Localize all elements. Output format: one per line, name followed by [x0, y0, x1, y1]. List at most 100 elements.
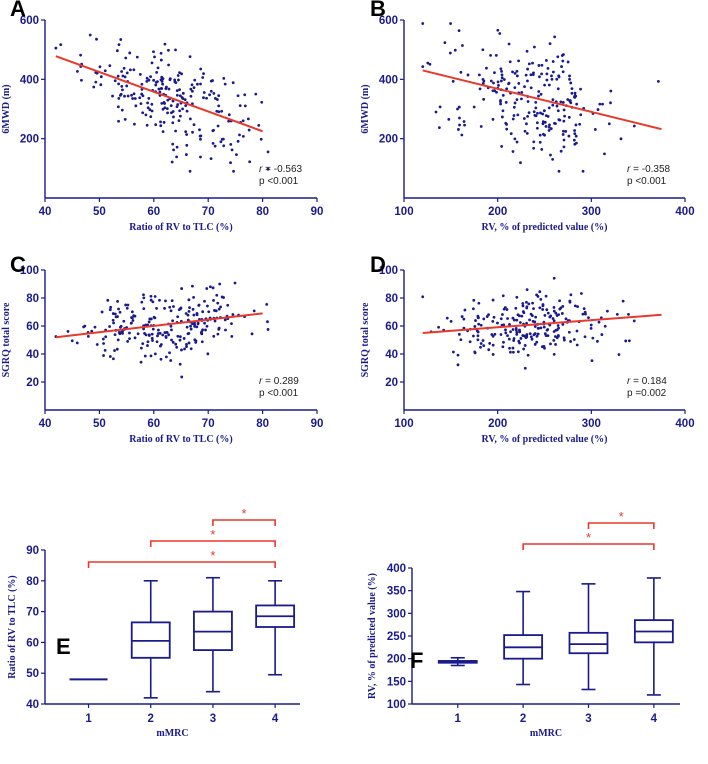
data-point: [532, 140, 536, 144]
data-point: [235, 153, 238, 157]
data-point: [94, 80, 98, 84]
data-point: [554, 311, 558, 315]
data-point: [157, 87, 161, 91]
data-point: [130, 310, 134, 314]
data-point: [499, 102, 503, 106]
data-point: [76, 69, 79, 73]
data-point: [259, 137, 263, 141]
data-point: [163, 306, 166, 310]
significance-star: *: [210, 548, 215, 563]
data-point: [80, 78, 83, 82]
data-point: [88, 33, 92, 37]
data-point: [535, 121, 539, 125]
data-point: [573, 94, 577, 98]
data-point: [147, 78, 151, 82]
data-point: [150, 61, 154, 65]
data-point: [171, 121, 175, 125]
data-point: [527, 62, 531, 66]
data-point: [552, 306, 556, 309]
data-point: [502, 78, 506, 81]
data-point: [185, 133, 188, 136]
data-point: [601, 102, 604, 106]
data-point: [220, 137, 224, 141]
data-point: [170, 328, 173, 332]
data-point: [145, 76, 149, 80]
data-point: [590, 359, 594, 363]
data-point: [191, 130, 194, 134]
data-point: [451, 79, 455, 83]
data-point: [559, 306, 563, 310]
data-point: [116, 338, 120, 342]
y-tick-label: 200: [20, 134, 39, 146]
data-point: [175, 93, 179, 97]
data-point: [146, 106, 150, 110]
data-point: [195, 82, 199, 86]
x-tick-label: 70: [202, 418, 215, 430]
data-point: [146, 340, 150, 344]
data-point: [528, 318, 532, 322]
y-tick-label: 400: [379, 74, 398, 86]
data-point: [178, 109, 182, 113]
data-point: [171, 142, 175, 146]
data-point: [190, 322, 194, 326]
data-point: [201, 328, 205, 332]
box-3: [193, 576, 233, 693]
data-point: [233, 281, 237, 285]
data-point: [121, 331, 124, 335]
data-point: [493, 332, 497, 336]
data-point: [120, 84, 124, 88]
data-point: [543, 313, 547, 317]
data-point: [573, 129, 576, 132]
data-point: [190, 89, 194, 93]
data-point: [517, 339, 521, 343]
data-point: [437, 325, 440, 329]
data-point: [481, 48, 485, 52]
data-point: [554, 335, 557, 338]
data-point: [525, 49, 529, 53]
data-point: [509, 330, 512, 334]
data-point: [580, 292, 583, 295]
box-3: [568, 583, 609, 691]
y-tick-label: 90: [26, 545, 39, 557]
data-point: [147, 334, 151, 337]
data-point: [459, 338, 463, 342]
data-point: [521, 334, 525, 337]
y-tick-label: 60: [26, 321, 39, 333]
x-tick-label: 60: [147, 418, 160, 430]
data-point: [632, 124, 636, 128]
data-point: [224, 328, 227, 332]
data-point: [184, 104, 188, 107]
data-point: [174, 48, 177, 52]
data-point: [523, 366, 527, 370]
p-statistic: p =0.002: [627, 388, 667, 399]
data-point: [494, 53, 498, 57]
data-point: [421, 65, 425, 69]
data-point: [426, 61, 430, 65]
x-tick-label: 200: [488, 206, 507, 218]
data-point: [159, 58, 163, 62]
data-point: [541, 112, 545, 116]
data-point: [131, 319, 135, 322]
data-point: [139, 360, 143, 364]
data-point: [511, 150, 515, 153]
data-point: [489, 53, 492, 57]
data-point: [551, 103, 555, 107]
data-point: [142, 296, 146, 300]
regression-line: [55, 55, 263, 133]
data-point: [421, 22, 425, 25]
data-point: [172, 115, 175, 119]
data-point: [526, 114, 530, 118]
data-point: [120, 70, 124, 73]
data-point: [525, 305, 529, 309]
data-point: [125, 306, 129, 310]
data-point: [119, 38, 123, 41]
data-point: [517, 82, 521, 85]
data-point: [515, 332, 519, 336]
data-point: [217, 104, 221, 108]
data-point: [538, 306, 542, 310]
data-point: [216, 301, 220, 305]
data-point: [554, 328, 558, 332]
data-point: [158, 298, 161, 302]
data-point: [574, 141, 578, 145]
data-point: [149, 354, 153, 358]
